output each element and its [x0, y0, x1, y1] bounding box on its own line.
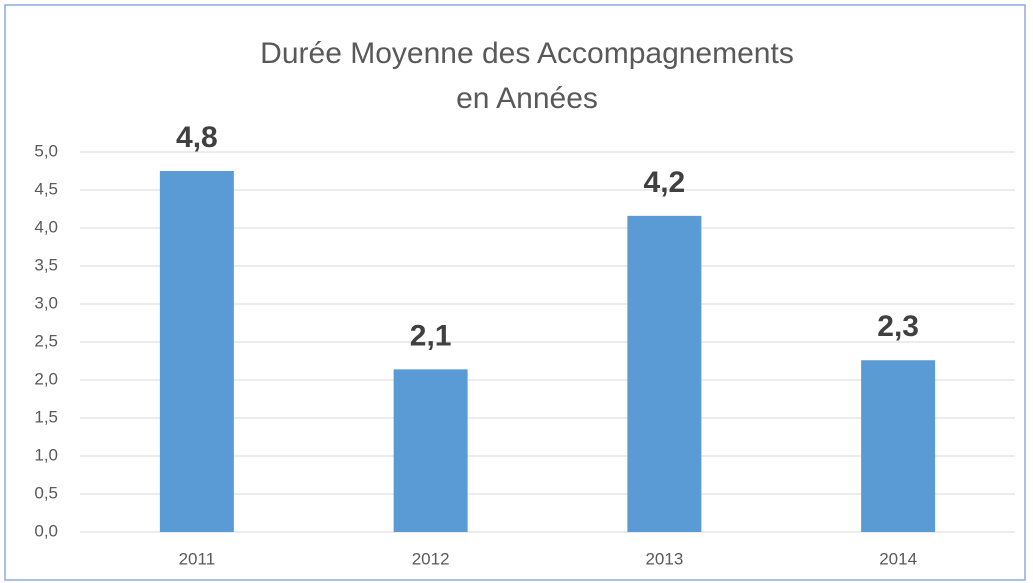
x-tick-label: 2012: [412, 549, 450, 568]
y-tick-label: 5,0: [34, 141, 58, 160]
y-tick-label: 0,5: [34, 483, 58, 502]
bar: [627, 215, 702, 532]
x-tick-label: 2011: [179, 549, 216, 568]
data-label: 4,2: [644, 166, 686, 199]
y-tick-label: 4,5: [34, 179, 58, 198]
bar: [159, 171, 234, 532]
y-tick-label: 1,5: [34, 407, 58, 426]
y-tick-label: 3,0: [34, 293, 58, 312]
bar: [393, 369, 468, 532]
chart-title: en Années: [456, 82, 598, 115]
data-label: 4,8: [176, 121, 218, 154]
y-tick-label: 1,0: [34, 445, 58, 464]
y-tick-label: 2,5: [34, 331, 58, 350]
chart-title: Durée Moyenne des Accompagnements: [260, 37, 794, 70]
y-tick-label: 2,0: [34, 369, 58, 388]
y-tick-label: 3,5: [34, 255, 58, 274]
data-label: 2,1: [410, 319, 452, 352]
x-tick-label: 2013: [645, 549, 683, 568]
x-tick-label: 2014: [879, 549, 917, 568]
data-label: 2,3: [877, 310, 919, 343]
y-tick-label: 4,0: [34, 217, 58, 236]
bar: [861, 360, 936, 532]
y-tick-label: 0,0: [34, 521, 58, 540]
